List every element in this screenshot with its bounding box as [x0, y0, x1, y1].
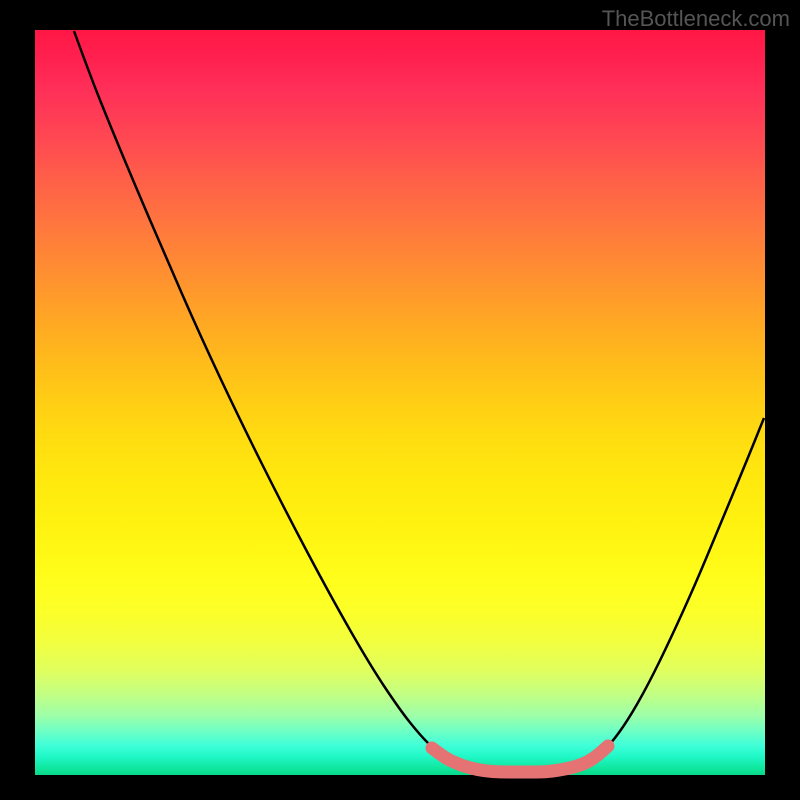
watermark-text: TheBottleneck.com [602, 6, 790, 32]
chart-svg [0, 0, 800, 800]
plot-background [35, 30, 765, 775]
bottleneck-chart [0, 0, 800, 800]
